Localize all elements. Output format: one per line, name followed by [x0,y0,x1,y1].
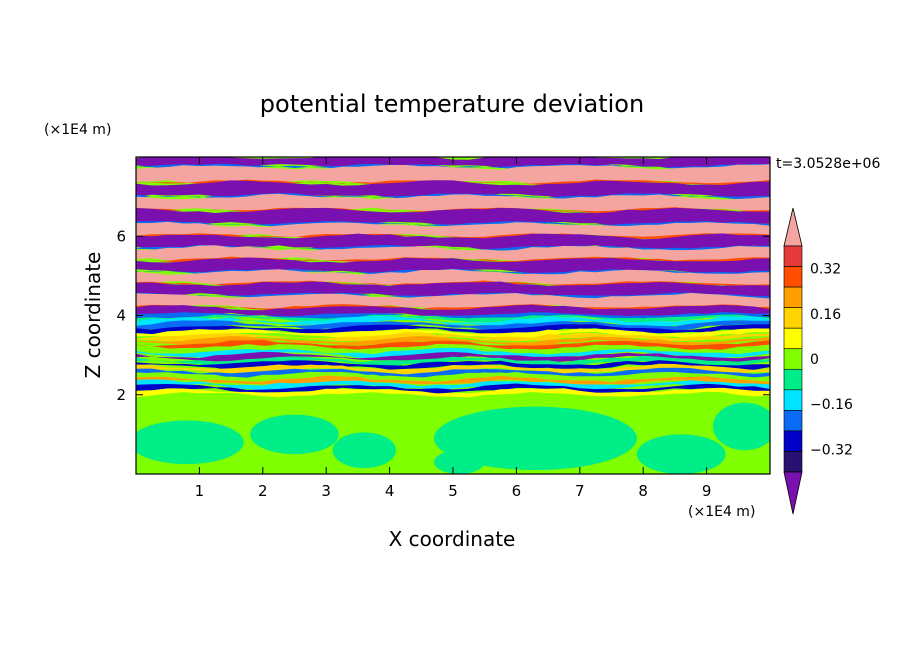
time-label: t=3.0528e+06 [776,156,880,172]
colorbar-segment [783,307,803,329]
contour-streak [136,371,770,383]
x-tick-label: 9 [702,482,712,500]
y-unit-label: (×1E4 m) [44,122,111,138]
contour-streak [136,316,770,327]
colorbar-segment [783,430,803,452]
contour-streak [136,344,770,355]
contour-streak [136,355,770,367]
contour-streak [136,340,770,351]
contour-streak [136,320,770,331]
x-tick-label: 5 [448,482,458,500]
band-edge [136,233,770,240]
x-axis: 1 2 3 4 5 6 7 8 9 [195,157,712,500]
positive-band [136,245,770,263]
colorbar-tick-label: 0 [810,352,819,368]
colorbar-tick-label: −0.16 [810,397,853,413]
y-axis: 2 4 6 [116,227,770,404]
colorbar-segment [783,368,803,391]
x-tick-label: 3 [321,482,331,500]
x-unit-label: (×1E4 m) [688,504,755,520]
colorbar-segment [783,245,803,267]
contour-blob [332,432,396,469]
band-edge [136,312,770,319]
contour-streak [136,379,770,391]
positive-band [136,221,770,239]
contour-blob [712,402,770,451]
contour-streak [136,360,770,371]
colorbar-segment [783,266,803,288]
x-tick-label: 7 [575,482,585,500]
x-tick-label: 8 [638,482,648,500]
x-tick-label: 4 [385,482,395,500]
y-axis-label: Z coordinate [81,252,105,379]
colorbar-segment [783,389,803,411]
x-tick-label: 6 [512,482,522,500]
contour-streak [136,375,770,386]
plot-area [136,157,770,474]
x-tick-label: 2 [258,482,268,500]
y-tick-label: 6 [116,227,126,245]
band-edge [136,244,770,252]
contour-streak [136,332,770,342]
chart-title: potential temperature deviation [260,90,644,118]
contour-streak [136,383,770,394]
negative-band [136,207,770,227]
contour-streak [136,367,770,379]
contour-streak [136,363,770,375]
contour-streak [136,387,770,398]
colorbar-segment [783,286,803,308]
contour-blob [433,406,637,471]
positive-band [136,164,770,186]
contour-streak [136,328,770,339]
contour-blob [136,420,244,465]
colorbar-tick-label: 0.16 [810,307,841,323]
colorbar-segment [783,451,803,473]
contour-blob [636,434,726,474]
colorbar-tick-label: −0.32 [810,442,853,458]
y-tick-label: 2 [116,386,126,404]
x-tick-label: 1 [195,482,205,500]
contour-streak [136,324,770,335]
y-tick-label: 4 [116,307,126,325]
contour-blob [250,414,339,455]
colorbar-tick-label: 0.32 [810,262,841,278]
contour-streak [136,336,770,347]
x-axis-label: X coordinate [389,527,516,551]
negative-band [136,304,770,319]
colorbar: 0.32 0.16 0 −0.16 −0.32 [783,207,853,515]
colorbar-under-triangle [783,471,803,515]
positive-band [136,292,770,311]
contour-blob [433,450,485,474]
colorbar-segment [783,410,803,432]
colorbar-segment [783,327,803,350]
colorbar-segment [783,348,803,370]
colorbar-over-triangle [783,207,803,247]
